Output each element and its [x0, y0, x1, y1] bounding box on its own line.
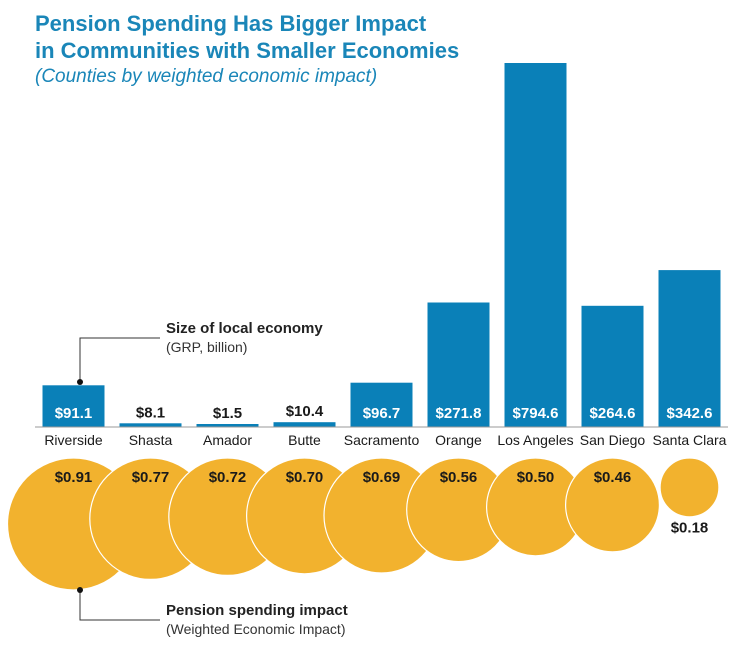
category-label: Riverside — [44, 432, 103, 448]
bar-value-label: $10.4 — [286, 403, 324, 420]
bubble-7 — [564, 457, 660, 553]
bar-1 — [119, 423, 182, 427]
bubble-value-label: $0.77 — [132, 469, 170, 486]
category-label: Santa Clara — [653, 432, 727, 448]
pension-label-title: Pension spending impact — [166, 602, 348, 619]
economy-label-note: (GRP, billion) — [166, 339, 247, 355]
title-block: Pension Spending Has Bigger Impact in Co… — [35, 10, 459, 89]
pension-callout-leader — [79, 590, 160, 621]
economy-callout: Size of local economy (GRP, billion) — [77, 320, 323, 385]
category-label: Orange — [435, 432, 482, 448]
economy-label-title: Size of local economy — [166, 320, 323, 337]
category-label: Amador — [203, 432, 252, 448]
bar-6 — [504, 63, 567, 427]
bar-value-label: $264.6 — [590, 405, 636, 422]
category-label: Los Angeles — [497, 432, 573, 448]
bubble-value-label: $0.56 — [440, 469, 478, 486]
bubble-value-label: $0.18 — [671, 520, 709, 537]
bar-value-label: $96.7 — [363, 405, 401, 422]
bar-value-label: $1.5 — [213, 405, 242, 422]
bar-3 — [273, 422, 336, 427]
bar-value-label: $794.6 — [513, 405, 559, 422]
bar-7 — [581, 305, 644, 427]
economy-callout-leader — [79, 337, 160, 382]
bubble-value-label: $0.70 — [286, 469, 324, 486]
chart-subtitle: (Counties by weighted economic impact) — [35, 66, 378, 87]
bar-5 — [427, 302, 490, 427]
bar-value-label: $271.8 — [436, 405, 482, 422]
bubble-8 — [659, 457, 720, 518]
category-label: Sacramento — [344, 432, 420, 448]
chart-title-line-2: in Communities with Smaller Economies — [35, 38, 460, 63]
pension-callout-dot — [77, 587, 83, 593]
bubble-value-label: $0.91 — [55, 469, 93, 486]
bar-value-label: $91.1 — [55, 405, 93, 422]
bar-0 — [42, 385, 105, 427]
pension-callout: Pension spending impact (Weighted Econom… — [77, 587, 348, 637]
economy-callout-dot — [77, 379, 83, 385]
category-label: Butte — [288, 432, 321, 448]
bar-value-label: $342.6 — [667, 405, 713, 422]
bar-2 — [196, 424, 259, 427]
bar-value-label: $8.1 — [136, 404, 165, 421]
category-label: Shasta — [129, 432, 173, 448]
bar-4 — [350, 382, 413, 427]
bubble-value-label: $0.50 — [517, 469, 555, 486]
bar-layer: $91.1 Riverside $8.1 Shasta $1.5 Amador $10.4 B… — [42, 63, 727, 448]
bubble-value-label: $0.69 — [363, 469, 401, 486]
bar-8 — [658, 270, 721, 427]
category-label: San Diego — [580, 432, 646, 448]
bubble-value-label: $0.46 — [594, 469, 632, 486]
chart-title-line-1: Pension Spending Has Bigger Impact — [35, 11, 427, 36]
pension-label-note: (Weighted Economic Impact) — [166, 621, 345, 637]
bubble-layer: $0.91 $0.77 $0.72 $0.70 $0.69 $0.56 $0.50 $0.46… — [6, 457, 720, 591]
bubble-value-label: $0.72 — [209, 469, 247, 486]
